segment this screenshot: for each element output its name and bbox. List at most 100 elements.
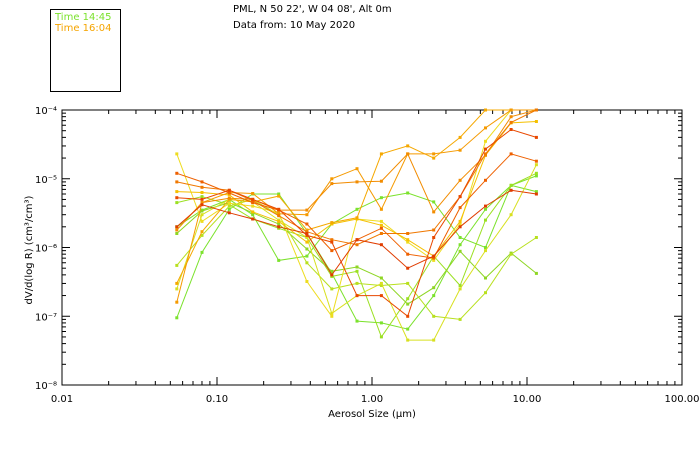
data-point [509, 128, 513, 131]
data-point [509, 213, 513, 217]
data-point [200, 209, 204, 213]
data-point [355, 207, 359, 211]
data-point [432, 210, 436, 214]
data-point [305, 236, 309, 239]
data-point [330, 238, 334, 242]
data-point [458, 148, 462, 152]
data-point [458, 249, 462, 253]
data-point [509, 115, 513, 119]
series-lines [175, 108, 538, 342]
data-point [379, 207, 383, 211]
data-point [251, 204, 255, 208]
data-point [175, 196, 179, 200]
data-point [227, 204, 231, 208]
data-point [305, 240, 309, 244]
data-point [227, 196, 231, 200]
data-point [175, 281, 179, 285]
data-point [432, 338, 436, 342]
data-point [379, 223, 383, 227]
data-point [534, 192, 538, 196]
data-point [406, 281, 410, 285]
data-point [379, 276, 383, 280]
data-point [432, 152, 436, 156]
data-point [432, 228, 436, 232]
legend-entry-1: Time 14:45 [55, 12, 112, 23]
data-point [355, 281, 359, 285]
data-point [406, 327, 410, 331]
data-point [200, 219, 204, 223]
data-point [406, 191, 410, 195]
data-point [227, 211, 231, 215]
x-tick-label: 1.00 [361, 394, 383, 405]
data-point [175, 263, 179, 267]
data-point [534, 120, 538, 123]
data-point [277, 194, 281, 198]
data-point [200, 203, 204, 207]
x-tick-label: 10.00 [513, 394, 542, 405]
data-point [432, 200, 436, 204]
data-point [432, 256, 436, 260]
y-tick-label: 10⁻⁵ [35, 175, 57, 186]
data-point [406, 302, 410, 306]
data-point [330, 314, 334, 318]
data-point [305, 261, 309, 265]
data-point [432, 236, 436, 239]
location-title: PML, N 50 22', W 04 08', Alt 0m [233, 4, 392, 15]
legend-box: Time 14:45 Time 16:04 [50, 9, 121, 92]
data-point [534, 159, 538, 163]
data-point [432, 286, 436, 290]
y-tick-label: 10⁻⁷ [35, 312, 57, 323]
data-point [458, 284, 462, 287]
data-point [175, 152, 179, 156]
series-s14 [175, 128, 538, 318]
data-point [379, 284, 383, 287]
data-point [484, 108, 487, 112]
data-point [484, 147, 487, 151]
data-point [200, 233, 204, 237]
data-point [330, 273, 334, 277]
data-point [200, 180, 204, 184]
legend-entry-2: Time 16:04 [55, 23, 112, 34]
data-point [305, 247, 309, 251]
data-point [330, 287, 334, 291]
data-point [355, 269, 359, 273]
data-point [406, 240, 410, 244]
data-point [355, 319, 359, 323]
data-point [484, 178, 487, 182]
data-point [458, 225, 462, 229]
data-point [379, 335, 383, 339]
data-point [379, 196, 383, 200]
data-point [277, 222, 281, 226]
data-point [406, 152, 410, 156]
data-point [406, 314, 410, 318]
data-point [432, 314, 436, 318]
data-point [175, 232, 179, 235]
data-point [330, 240, 334, 244]
data-point [379, 152, 383, 156]
data-date-title: Data from: 10 May 2020 [233, 20, 356, 31]
data-point [355, 294, 359, 298]
data-point [305, 254, 309, 258]
data-point [251, 210, 255, 214]
data-point [251, 213, 255, 217]
data-point [227, 207, 231, 211]
data-point [406, 144, 410, 148]
data-point [355, 243, 359, 247]
data-point [355, 238, 359, 242]
data-point [534, 271, 538, 275]
y-tick-label: 10⁻⁴ [35, 106, 57, 117]
data-point [379, 321, 383, 325]
data-point [406, 297, 410, 301]
data-point [330, 249, 334, 253]
data-point [200, 250, 204, 254]
data-point [484, 126, 487, 130]
y-axis-label: dV/d(log R) (cm³/cm³) [24, 195, 35, 304]
plot-frame [61, 109, 683, 386]
data-point [509, 183, 513, 187]
data-point [200, 195, 204, 199]
data-point [330, 269, 334, 273]
data-point [175, 201, 179, 205]
data-point [277, 192, 281, 196]
data-point [175, 287, 179, 291]
